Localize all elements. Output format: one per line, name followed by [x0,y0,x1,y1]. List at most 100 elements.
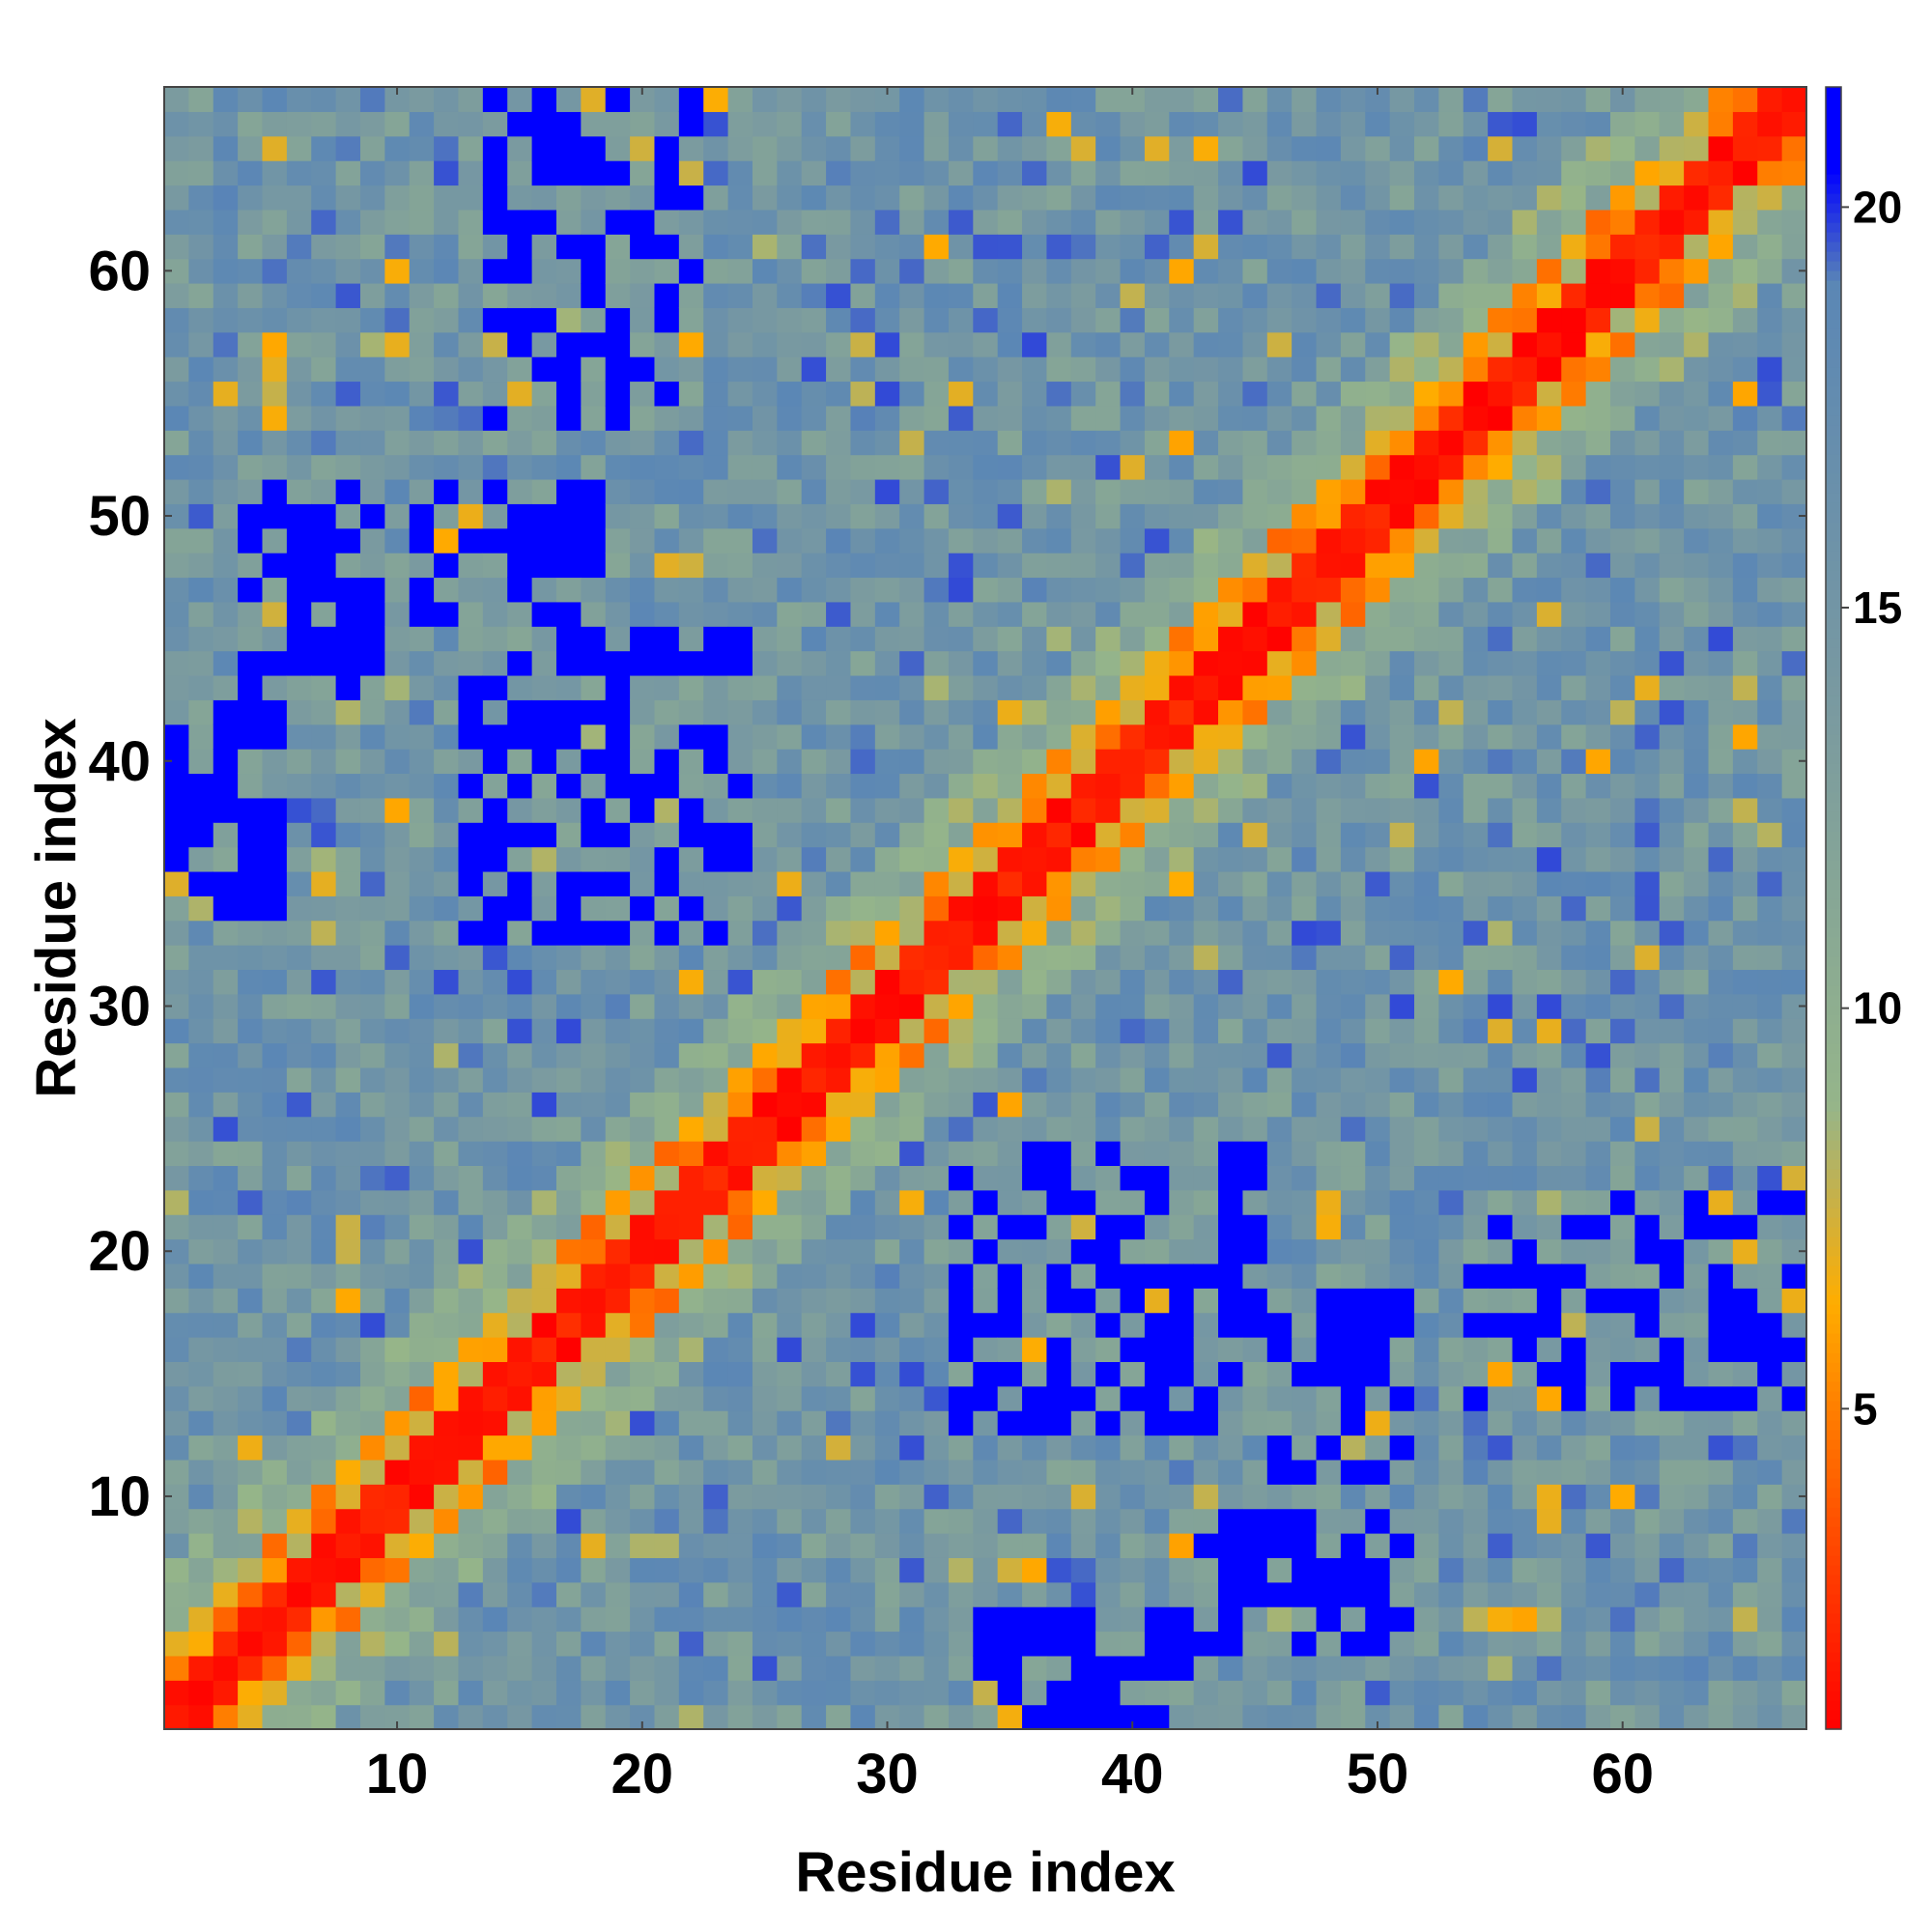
heatmap-cell [1512,1066,1538,1093]
heatmap-cell [899,822,925,848]
heatmap-cell [311,895,337,922]
heatmap-cell [874,1655,900,1681]
heatmap-cell [997,160,1023,186]
heatmap-cell [1512,234,1538,260]
heatmap-cell [1757,1631,1783,1657]
heatmap-cell [678,1557,704,1583]
heatmap-cells [164,87,1807,1730]
colorbar-segment [1826,1121,1841,1131]
heatmap-cell [555,920,582,946]
heatmap-cell [1684,1288,1710,1314]
heatmap-cell [1512,1361,1538,1387]
heatmap-cell [997,381,1023,407]
heatmap-cell [555,601,582,627]
heatmap-cell [801,1435,827,1461]
heatmap-cell [1438,1092,1464,1118]
heatmap-cell [1292,1288,1318,1314]
heatmap-cell [923,1557,950,1583]
heatmap-cell [1488,1214,1514,1240]
heatmap-cell [826,1214,852,1240]
heatmap-cell [359,822,385,848]
heatmap-cell [1414,993,1439,1019]
heatmap-cell [555,234,582,260]
heatmap-cell [335,258,361,284]
heatmap-cell [1340,111,1366,137]
heatmap-cell [1463,1557,1489,1583]
heatmap-cell [286,626,312,652]
heatmap-cell [1389,1385,1415,1411]
heatmap-cell [777,234,803,260]
heatmap-cell [1022,895,1048,922]
heatmap-cell [1144,111,1170,137]
heatmap-cell [630,1385,656,1411]
heatmap-cell [1046,1263,1072,1289]
heatmap-cell [1316,234,1342,260]
heatmap-cell [1732,1189,1758,1215]
heatmap-cell [1046,405,1072,431]
heatmap-cell [1193,454,1219,480]
heatmap-cell [605,1557,631,1583]
heatmap-cell [1340,846,1366,872]
heatmap-cell [1095,478,1122,504]
heatmap-cell [1292,1116,1318,1142]
heatmap-cell [262,724,288,750]
heatmap-cell [1193,1361,1219,1387]
colorbar-segment [1826,947,1841,957]
heatmap-cell [850,993,876,1019]
heatmap-cell [482,111,508,137]
heatmap-cell [1095,1680,1122,1706]
heatmap-cell [1365,111,1391,137]
heatmap-cell [1414,1606,1439,1633]
heatmap-cell [409,430,435,456]
heatmap-cell [531,1655,557,1681]
heatmap-cell [703,1288,729,1314]
heatmap-cell [1266,503,1293,529]
heatmap-cell [1610,454,1635,480]
heatmap-cell [1463,258,1489,284]
heatmap-cell [384,1116,411,1142]
heatmap-cell [482,1092,508,1118]
heatmap-cell [1316,993,1342,1019]
heatmap-cell [555,135,582,161]
heatmap-cell [581,1042,607,1068]
heatmap-cell [1781,822,1807,848]
heatmap-cell [1266,356,1293,383]
heatmap-cell [801,1459,827,1485]
colorbar-segment [1826,560,1841,571]
heatmap-cell [335,724,361,750]
heatmap-cell [850,577,876,603]
heatmap-cell [458,1092,484,1118]
heatmap-cell [777,356,803,383]
heatmap-cell [678,258,704,284]
heatmap-cell [1389,185,1415,211]
heatmap-cell [1414,430,1439,456]
heatmap-cell [1659,160,1685,186]
heatmap-cell [899,674,925,700]
heatmap-cell [1070,307,1096,333]
heatmap-cell [531,650,557,676]
heatmap-cell [1732,1631,1758,1657]
heatmap-cell [1781,773,1807,799]
heatmap-cell [1266,478,1293,504]
heatmap-cell [555,1238,582,1264]
heatmap-cell [1365,553,1391,579]
heatmap-cell [335,1066,361,1093]
heatmap-cell [188,1508,214,1534]
heatmap-cell [1512,1189,1538,1215]
heatmap-cell [1070,1066,1096,1093]
heatmap-cell [1144,1018,1170,1044]
heatmap-cell [188,1459,214,1485]
heatmap-cell [1144,1459,1170,1485]
heatmap-cell [213,1189,239,1215]
heatmap-cell [286,356,312,383]
heatmap-cell [531,185,557,211]
heatmap-cell [1070,553,1096,579]
colorbar-segment [1826,357,1841,368]
heatmap-cell [752,234,778,260]
heatmap-cell [1070,920,1096,946]
heatmap-cell [1634,1018,1661,1044]
heatmap-cell [1218,282,1244,308]
heatmap-cell [335,1606,361,1633]
heatmap-cell [1144,1385,1170,1411]
heatmap-cell [1022,331,1048,357]
